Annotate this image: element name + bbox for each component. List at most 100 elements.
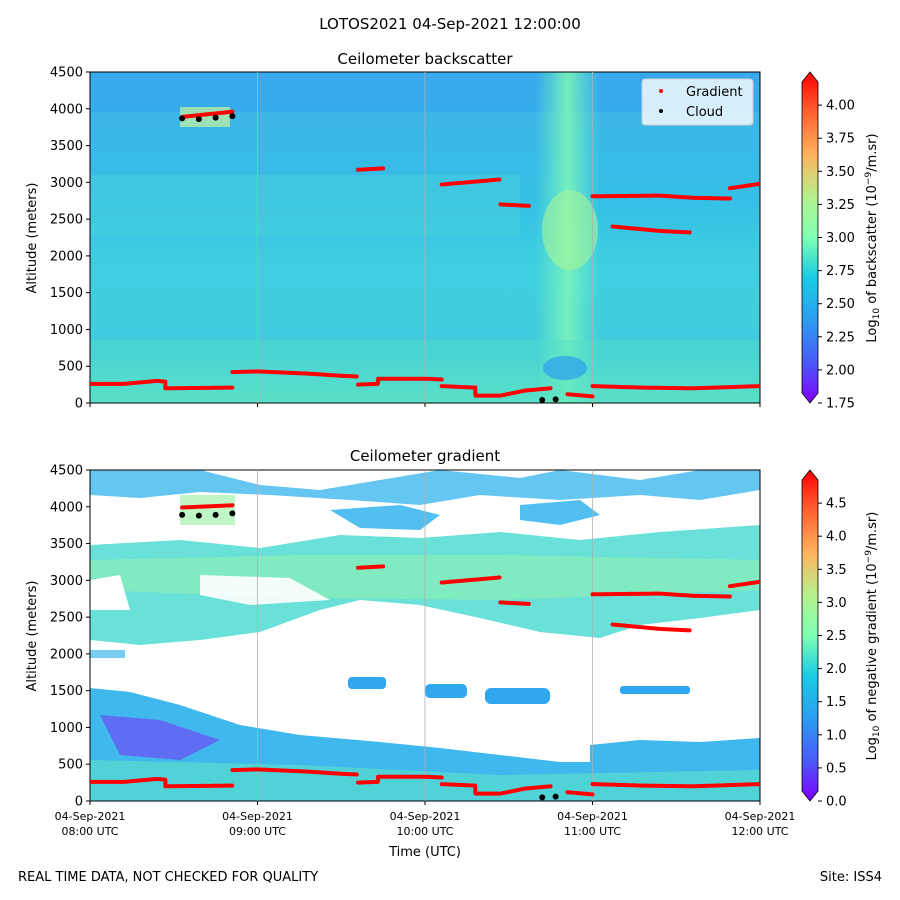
figure-title: LOTOS2021 04-Sep-2021 12:00:00 [319,15,581,33]
backscatter-x-ticks [89,403,761,407]
cb-bot-label-sup: −9 [864,550,874,564]
gradient-layer-line [565,790,595,797]
colorbar-tick-label: 3.75 [826,132,855,147]
gradient-title: Ceilometer gradient [350,447,500,465]
colorbar-tick-label: 3.25 [826,198,855,213]
patch-1500-c [485,688,550,704]
backscatter-colorbar: 1.75 2.00 2.25 2.50 2.75 3.00 3.25 3.50 3.75 4.00… [801,71,882,412]
legend-cloud-label: Cloud [686,105,723,120]
y-tick-label: 4000 [50,500,83,515]
colorbar-tick-label: 0.5 [826,761,847,776]
cb-bot-label-suffix: /m.sr) [865,512,880,550]
left-fragment [90,650,125,658]
y-tick-label: 1500 [50,684,83,699]
x-tick-time: 09:00 UTC [229,825,286,838]
y-tick-label: 2000 [50,249,83,264]
gradient-layer-line [90,378,235,391]
y-tick-label: 2500 [50,611,83,626]
x-tick-date: 04-Sep-2021 [725,810,796,823]
y-tick-label: 0 [75,795,83,810]
cb-bot-label-sub: 10 [872,725,882,737]
gradient-layer-line [498,202,531,208]
y-tick-label: 1000 [50,721,83,736]
y-tick-label: 2000 [50,647,83,662]
colorbar-tick-label: 3.0 [826,596,847,611]
colorbar-tick-label: 4.0 [826,530,847,545]
colorbar-tick-label: 2.5 [826,629,847,644]
colorbar-tick-label: 0.0 [826,795,847,810]
gradient-layer-line [590,384,760,391]
gradient-layer-line [90,776,235,789]
y-tick-label: 500 [58,758,83,773]
backscatter-panel: 0 500 1000 1500 2000 2500 3000 3500 4000 4500 Cei… [25,50,882,412]
colorbar-tick-label: 1.75 [826,397,855,412]
colorbar-tick-label: 3.50 [826,165,855,180]
cloud-point [552,793,559,800]
gradient-layer-line [590,591,732,599]
cloud-point [179,115,186,122]
colorbar-tick-label: 4.00 [826,99,855,114]
gradient-layer-line [727,181,760,191]
cloud-point [539,397,546,403]
cloud-point [212,511,219,518]
gradient-y-label: Altitude (meters) [25,581,40,692]
x-tick-date: 04-Sep-2021 [55,810,126,823]
patch-1500-d [620,686,690,694]
cloud-point [195,512,202,519]
x-tick-time: 12:00 UTC [731,825,788,838]
gradient-colorbar: 0.0 0.5 1.0 1.5 2.0 2.5 3.0 3.5 4.0 4.5 Log10 of … [801,469,882,810]
cb-top-label-mid: of backscatter (10 [865,185,880,308]
gradient-layer-line [727,579,760,589]
mid-gap-b [200,575,330,605]
colorbar-tick-label: 2.75 [826,264,855,279]
y-tick-label: 4000 [50,102,83,117]
gradient-colorbar-bar [801,469,819,802]
y-tick-label: 3000 [50,574,83,589]
site-label: Site: ISS4 [819,870,882,885]
colorbar-tick-label: 4.5 [826,497,847,512]
echo-patch-a [330,505,440,530]
gradient-layer-line [439,782,553,796]
gradient-colorbar-ticks: 0.0 0.5 1.0 1.5 2.0 2.5 3.0 3.5 4.0 4.5 [818,497,847,810]
gradient-colorbar-label: Log10 of negative gradient (10−9/m.sr) [864,512,882,761]
backscatter-y-axis: 0 500 1000 1500 2000 2500 3000 3500 4000 4500 [50,66,90,412]
boundary-low-pocket [100,715,220,760]
y-tick-label: 500 [58,360,83,375]
backscatter-y-label: Altitude (meters) [25,183,40,294]
cb-bot-label-mid: of negative gradient (10 [865,563,880,725]
y-tick-label: 0 [75,397,83,412]
cb-top-label-sup: −9 [864,172,874,186]
cloud-point [539,794,546,801]
cb-top-label-suffix: /m.sr) [865,133,880,171]
x-tick-time: 11:00 UTC [564,825,621,838]
gradient-panel: 0 500 1000 1500 2000 2500 3000 3500 4000 4500 04-… [25,447,882,860]
gradient-y-axis: 0 500 1000 1500 2000 2500 3000 3500 4000 4500 [50,464,90,810]
patch-1500-a [348,677,386,689]
x-tick-time: 08:00 UTC [61,825,118,838]
colorbar-tick-label: 2.50 [826,297,855,312]
cb-top-label-sub: 10 [872,308,882,320]
gradient-x-axis: 04-Sep-2021 08:00 UTC 04-Sep-2021 09:00 UTC… [55,801,796,838]
gradient-layer-line [590,782,760,789]
legend-gradient-marker [659,89,663,93]
cloud-point [195,116,202,123]
y-tick-label: 1000 [50,323,83,338]
gradient-layer-line [356,376,444,387]
gradient-layer-line [356,564,386,570]
cb-bot-label-prefix: Log [865,737,880,760]
gradient-layer-line [356,166,386,172]
low-pocket [543,356,587,380]
legend-cloud-marker [659,109,663,113]
gradient-layer-line [356,774,444,785]
gradient-layer-line [180,109,235,119]
cb-top-label-prefix: Log [865,319,880,342]
legend-gradient-label: Gradient [686,85,743,100]
legend: Gradient Cloud [641,78,754,126]
echo-patch-b [520,500,600,525]
y-tick-label: 4500 [50,66,83,81]
patch-1500-b [425,684,467,698]
legend-box [641,78,754,126]
gradient-marks [90,503,760,801]
y-tick-label: 1500 [50,286,83,301]
